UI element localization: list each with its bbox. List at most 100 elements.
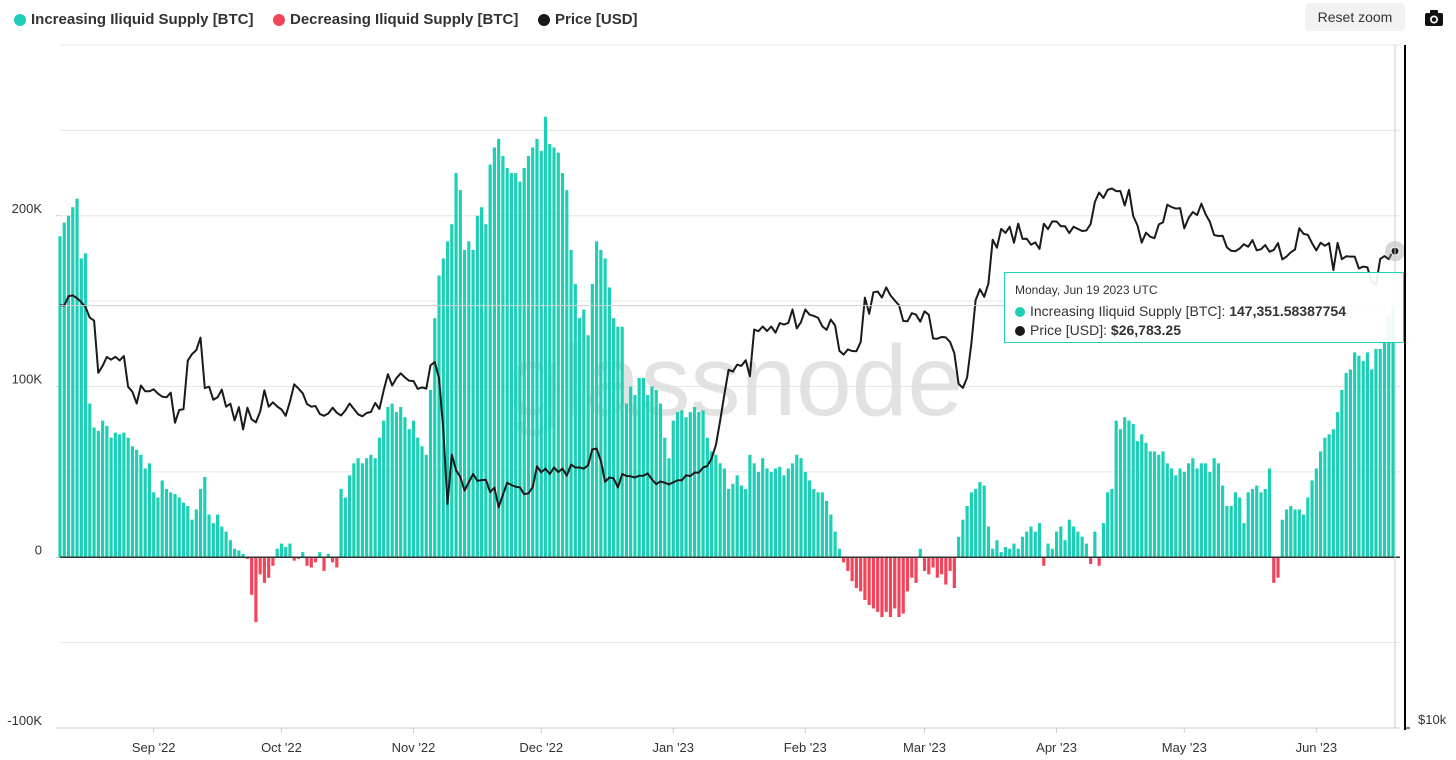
bar	[156, 497, 160, 558]
bar	[756, 471, 761, 558]
bar	[850, 557, 854, 582]
bar	[207, 514, 211, 558]
bar	[1063, 540, 1067, 558]
bar	[135, 449, 139, 558]
bar	[535, 138, 539, 558]
bar	[1293, 509, 1297, 558]
legend-label[interactable]: Price [USD]	[555, 11, 638, 28]
bar	[292, 557, 296, 561]
bar	[126, 437, 130, 558]
bar	[1191, 458, 1195, 558]
bar	[1365, 352, 1370, 558]
bar	[680, 410, 684, 558]
bar	[1037, 523, 1042, 558]
bar	[437, 275, 441, 558]
bar	[1361, 360, 1365, 558]
bar	[603, 258, 607, 558]
bar	[75, 198, 79, 558]
x-tick-label: Apr '23	[1036, 740, 1077, 755]
bar	[152, 492, 156, 558]
bar	[714, 454, 718, 558]
bar	[382, 420, 386, 558]
bar	[462, 249, 467, 558]
bar	[582, 309, 586, 558]
bar	[237, 550, 241, 558]
tooltip-row: Increasing Iliquid Supply [BTC]: 147,351…	[1015, 302, 1393, 321]
bar	[1020, 536, 1025, 558]
bar	[1195, 468, 1199, 558]
bar	[433, 318, 437, 558]
bar	[744, 488, 748, 558]
bar	[258, 557, 262, 575]
bar	[769, 471, 773, 558]
bar	[296, 557, 301, 559]
bar	[1378, 348, 1382, 558]
tooltip-value: 147,351.58387754	[1229, 303, 1347, 319]
bar	[454, 173, 458, 558]
bar	[1025, 531, 1029, 558]
bar	[1016, 548, 1020, 558]
bar	[386, 406, 390, 558]
bar	[876, 557, 880, 612]
bar	[752, 463, 756, 558]
bar	[1289, 506, 1293, 558]
tooltip-title: Monday, Jun 19 2023 UTC	[1015, 283, 1158, 297]
bar	[475, 215, 479, 558]
bar	[1152, 451, 1157, 558]
bar	[113, 432, 117, 558]
bar	[599, 249, 603, 558]
bar	[833, 531, 837, 558]
bar	[863, 557, 867, 600]
bar	[424, 454, 428, 558]
bar	[1310, 480, 1314, 558]
bar	[1101, 523, 1105, 558]
reset-zoom-button[interactable]: Reset zoom	[1305, 3, 1405, 31]
bar	[722, 468, 726, 558]
bar	[450, 224, 454, 558]
legend-label[interactable]: Increasing Iliquid Supply [BTC]	[31, 11, 254, 28]
bar	[241, 553, 245, 558]
bar	[373, 458, 377, 558]
bar	[803, 471, 807, 558]
camera-icon[interactable]	[1425, 10, 1443, 26]
bar	[654, 389, 658, 558]
bar	[684, 417, 688, 558]
bar	[1071, 526, 1076, 558]
bar	[1212, 458, 1216, 558]
bar	[1127, 420, 1131, 558]
bar	[1114, 420, 1118, 558]
bar	[518, 181, 522, 558]
bar	[629, 386, 633, 558]
bar	[1370, 369, 1374, 558]
bar	[974, 488, 978, 558]
bar	[786, 468, 790, 558]
bar	[871, 557, 876, 609]
bar	[88, 403, 92, 558]
bar	[548, 144, 552, 558]
legend-label[interactable]: Decreasing Iliquid Supply [BTC]	[290, 11, 518, 28]
bar	[250, 557, 254, 595]
bar	[348, 475, 352, 558]
bar	[1357, 355, 1361, 558]
bar	[948, 557, 952, 571]
bar	[1165, 463, 1169, 558]
bar	[407, 429, 411, 558]
bar	[83, 253, 88, 558]
bar	[109, 437, 113, 558]
bar	[1080, 536, 1084, 558]
bar	[105, 425, 109, 558]
y2-tick-label: $10k	[1418, 712, 1447, 727]
x-tick-label: Jan '23	[653, 740, 695, 755]
bar	[365, 458, 369, 558]
bar	[773, 468, 778, 558]
bar	[824, 500, 829, 558]
bar	[590, 284, 594, 558]
bar	[816, 492, 820, 558]
bar	[445, 241, 450, 558]
x-tick-label: Oct '22	[261, 740, 302, 755]
y-tick-label: 200K	[12, 201, 43, 216]
bar	[271, 557, 275, 566]
bar	[1306, 497, 1310, 558]
bar	[1336, 412, 1340, 558]
legend-marker	[273, 14, 285, 26]
